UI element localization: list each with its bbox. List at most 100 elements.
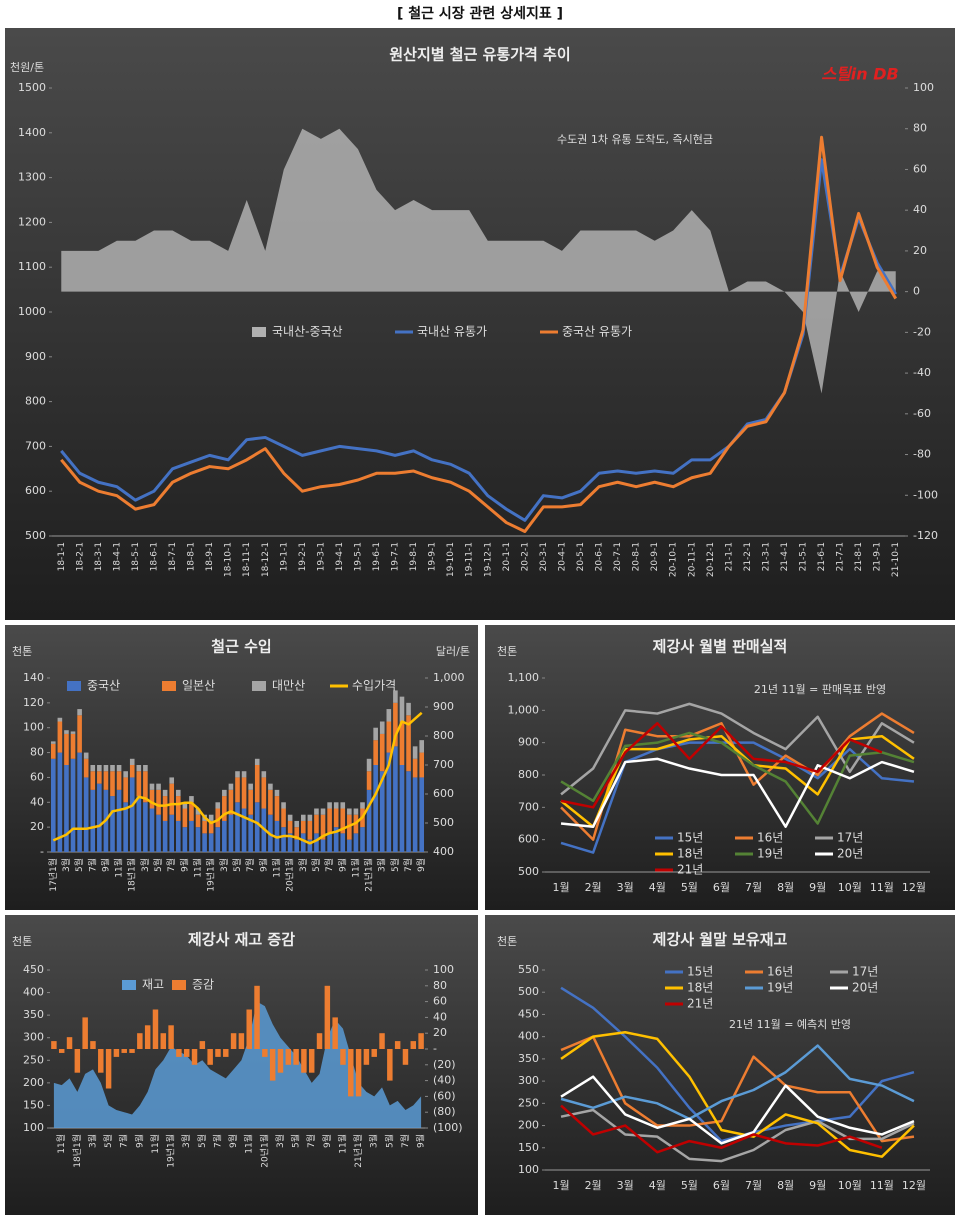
- x-tick-label: 7월: [399, 1134, 411, 1148]
- x-tick-label: 11월: [270, 858, 282, 878]
- bar: [373, 727, 378, 741]
- bar: [399, 721, 405, 765]
- x-tick-label: 18-3-1: [94, 542, 104, 571]
- x-tick-label: 19-5-1: [353, 542, 363, 571]
- chart-title: 제강사 월별 판매실적: [653, 638, 788, 656]
- legend-label: 20년: [837, 847, 863, 861]
- bar: [70, 731, 76, 734]
- x-tick-label: 5월: [73, 858, 85, 872]
- bar: [333, 802, 339, 809]
- annotation: 21년 11월 = 판매목표 반영: [754, 683, 886, 696]
- x-tick-label: 11월: [870, 881, 894, 894]
- x-tick-label: 2월: [585, 1179, 602, 1192]
- bar: [363, 1049, 370, 1065]
- panel: [5, 28, 955, 620]
- y-axis-label: 천톤: [12, 644, 32, 658]
- bar: [83, 777, 89, 852]
- y-tick-label: 350: [23, 1008, 44, 1021]
- y-tick-label: 600: [518, 833, 539, 846]
- bar: [195, 814, 201, 828]
- x-tick-label: 19-11-1: [465, 542, 475, 577]
- bar: [77, 752, 82, 852]
- bar: [235, 802, 240, 852]
- bar: [162, 820, 168, 852]
- bar: [246, 1009, 252, 1049]
- bar: [228, 814, 234, 852]
- x-tick-label: 5월: [102, 1134, 114, 1148]
- y-tick-label: 1400: [18, 126, 46, 139]
- bar: [418, 1033, 424, 1049]
- bar: [176, 1049, 182, 1057]
- line: [52, 711, 423, 845]
- x-tick-label: 19-12-1: [483, 542, 493, 577]
- x-tick-label: 19-3-1: [316, 542, 326, 571]
- y2-tick-label: 0: [913, 285, 920, 298]
- x-tick-label: 9월: [809, 1179, 826, 1192]
- bar: [208, 833, 214, 852]
- bar: [143, 802, 148, 852]
- bar: [97, 783, 102, 852]
- x-tick-label: 18-6-1: [149, 542, 159, 571]
- y-tick-label: 250: [518, 1096, 539, 1109]
- x-tick-label: 20-4-1: [557, 542, 567, 571]
- area: [61, 128, 896, 394]
- y2-tick-label: 500: [433, 816, 454, 829]
- bar: [129, 1049, 135, 1053]
- bar: [308, 1049, 315, 1073]
- bar: [74, 1049, 81, 1073]
- bar: [314, 814, 319, 834]
- bar: [307, 814, 313, 821]
- x-tick-label: 11월: [336, 1134, 348, 1154]
- y-tick-label: 1,000: [508, 703, 540, 716]
- y-tick-label: 200: [518, 1119, 539, 1132]
- bar: [419, 740, 425, 753]
- bar: [189, 802, 194, 821]
- y2-tick-label: 600: [433, 787, 454, 800]
- bar: [235, 777, 240, 803]
- x-tick-label: 19-7-1: [391, 542, 401, 571]
- y-tick-label: 500: [518, 865, 539, 878]
- x-tick-label: 17년1월: [47, 858, 59, 892]
- y-tick-label: 1200: [18, 215, 46, 228]
- bar: [202, 820, 207, 834]
- bar: [285, 1049, 292, 1065]
- bar: [419, 752, 425, 778]
- y-tick-label: 900: [518, 736, 539, 749]
- x-tick-label: 3월: [297, 858, 309, 872]
- y2-tick-label: 40: [913, 203, 927, 216]
- bar: [379, 721, 385, 734]
- bar: [175, 820, 181, 852]
- line: [560, 1075, 915, 1145]
- chart-title: 원산지별 철근 유통가격 추이: [389, 46, 570, 64]
- x-tick-label: 20-6-1: [595, 542, 605, 571]
- bar: [143, 771, 148, 803]
- y-tick-label: 500: [518, 985, 539, 998]
- bar: [228, 783, 234, 790]
- y2-tick-label: 100: [913, 81, 934, 94]
- x-tick-label: 9월: [257, 858, 269, 872]
- bar: [268, 789, 273, 815]
- x-tick-label: 5월: [681, 881, 698, 894]
- bar: [70, 733, 76, 759]
- y-axis-label: 천톤: [497, 934, 517, 948]
- legend-label: 21년: [677, 863, 703, 877]
- x-tick-label: 12월: [902, 881, 926, 894]
- line: [560, 731, 915, 825]
- chart-title: 제강사 월말 보유재고: [653, 931, 788, 949]
- bar: [314, 808, 319, 815]
- x-tick-label: 7월: [402, 858, 414, 872]
- bar: [393, 746, 398, 852]
- panel: [485, 915, 955, 1215]
- bar: [97, 771, 102, 784]
- x-tick-label: 20-9-1: [650, 542, 660, 571]
- bar: [222, 796, 227, 821]
- bar: [366, 771, 372, 790]
- bar: [90, 1041, 96, 1049]
- bar: [320, 814, 326, 840]
- y-tick-label: 1,100: [508, 671, 540, 684]
- x-tick-label: 20-8-1: [632, 542, 642, 571]
- bar: [412, 758, 418, 778]
- legend-label: 증감: [192, 978, 214, 992]
- x-tick-label: 19-10-1: [446, 542, 456, 577]
- bar: [129, 765, 135, 778]
